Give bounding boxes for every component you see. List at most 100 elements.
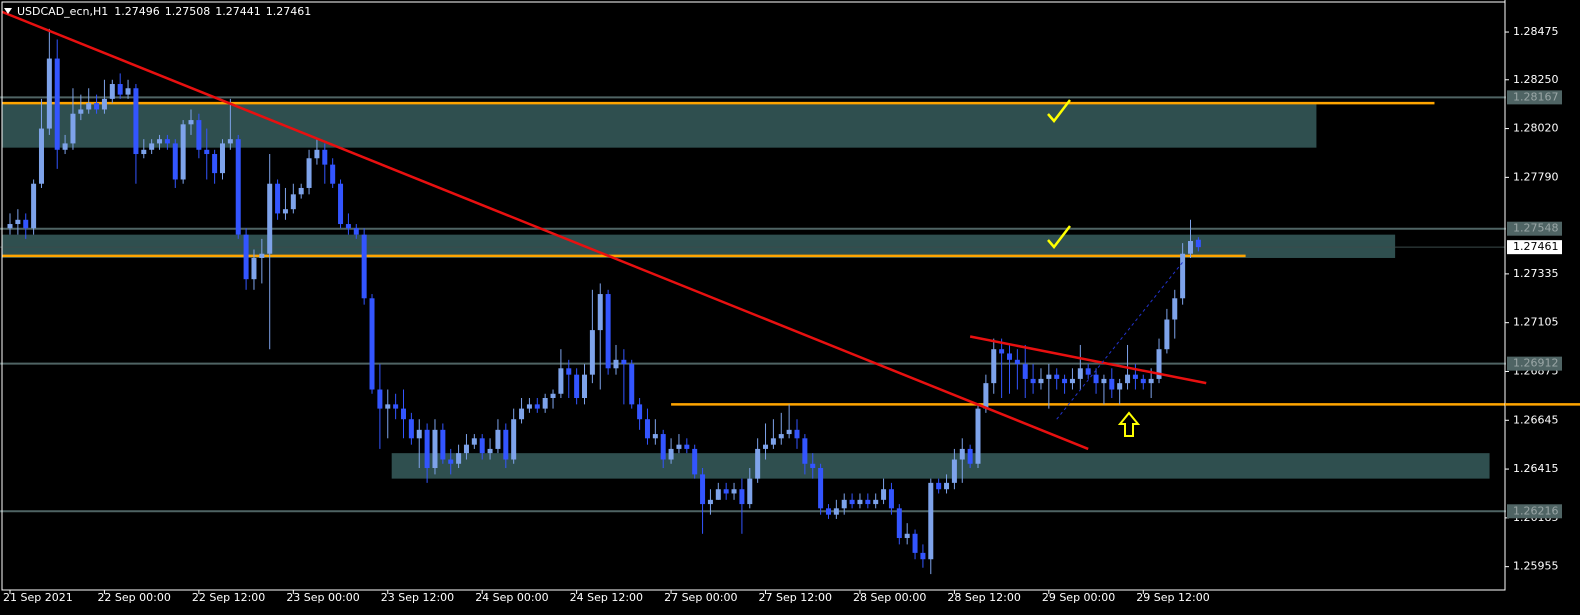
candle-body xyxy=(109,84,115,99)
candle-body xyxy=(86,103,92,110)
candle-body xyxy=(975,408,981,464)
candle-body xyxy=(951,459,957,483)
candle-body xyxy=(755,448,761,479)
y-tick-label: 1.28020 xyxy=(1513,122,1559,135)
candle-body xyxy=(629,364,635,405)
y-tick-label: 1.27790 xyxy=(1513,170,1559,183)
candle-body xyxy=(503,429,509,460)
candle-body xyxy=(495,429,501,449)
candle-body xyxy=(723,489,729,494)
level-price-label: 1.26912 xyxy=(1513,357,1559,370)
candle-body xyxy=(1188,241,1193,254)
candle-body xyxy=(345,224,351,229)
candle-body xyxy=(810,463,816,469)
candle-body xyxy=(1014,359,1020,365)
candle-body xyxy=(377,389,383,409)
candle-body xyxy=(31,183,37,229)
candle-body xyxy=(188,120,194,125)
candle-body xyxy=(542,398,548,409)
zone xyxy=(2,234,1396,258)
candle-body xyxy=(778,434,784,439)
candle-body xyxy=(558,368,564,394)
candle-body xyxy=(1172,298,1178,320)
candle-body xyxy=(267,183,273,254)
candle-body xyxy=(888,489,894,509)
candle-body xyxy=(1132,374,1138,379)
candle-body xyxy=(204,149,210,155)
candle-body xyxy=(259,253,265,258)
candle-body xyxy=(1195,239,1201,248)
candle-body xyxy=(715,489,721,500)
x-tick-label: 28 Sep 12:00 xyxy=(947,591,1020,604)
candle-body xyxy=(393,404,399,409)
candle-body xyxy=(637,404,643,420)
candle-body xyxy=(818,468,824,509)
menu-triangle[interactable] xyxy=(4,8,12,14)
candle-body xyxy=(944,482,950,490)
candle-body xyxy=(369,298,375,390)
x-tick-label: 27 Sep 00:00 xyxy=(664,591,737,604)
candle-body xyxy=(1038,378,1044,384)
candle-body xyxy=(865,499,871,505)
check-mark xyxy=(1047,225,1071,249)
candle-body xyxy=(164,139,170,144)
candle-body xyxy=(983,383,989,409)
trend-line xyxy=(969,335,1207,385)
candle-body xyxy=(157,139,163,144)
x-tick-label: 22 Sep 12:00 xyxy=(192,591,265,604)
candle-body xyxy=(196,120,202,150)
candle-body xyxy=(408,419,414,439)
candle-body xyxy=(1101,378,1107,384)
candle-body xyxy=(1164,319,1170,350)
candle-body xyxy=(857,499,863,505)
candle-body xyxy=(172,143,178,180)
candle-body xyxy=(212,154,218,174)
candle-body xyxy=(652,434,658,439)
candle-body xyxy=(432,429,438,469)
y-tick-label: 1.26645 xyxy=(1513,413,1559,426)
candle-body xyxy=(463,444,469,454)
symbol: USDCAD_ecn,H1 xyxy=(17,5,108,18)
candle-body xyxy=(243,234,249,280)
candle-body xyxy=(991,349,997,384)
candle-body xyxy=(251,257,257,280)
candle-body xyxy=(54,58,60,150)
trend-line xyxy=(1,10,1089,451)
open-price: 1.27496 xyxy=(114,5,160,18)
candle-body xyxy=(1069,378,1075,384)
candle-body xyxy=(896,508,902,539)
candle-body xyxy=(125,88,131,95)
candle-body xyxy=(999,349,1005,354)
level-price-box xyxy=(1507,90,1562,105)
y-tick-label: 1.27105 xyxy=(1513,316,1559,329)
candle-body xyxy=(424,429,430,469)
candle-body xyxy=(290,194,296,210)
candle-body xyxy=(282,209,288,214)
candle-body xyxy=(1006,353,1012,360)
candle-body xyxy=(1117,383,1123,390)
candle-body xyxy=(731,489,737,494)
candle-body xyxy=(959,448,965,460)
candle-body xyxy=(936,482,942,490)
candle-body xyxy=(298,187,304,195)
x-tick-label: 29 Sep 00:00 xyxy=(1042,591,1115,604)
candle-body xyxy=(7,224,13,229)
y-tick-label: 1.26415 xyxy=(1513,462,1559,475)
candle-body xyxy=(15,219,21,225)
plot-area xyxy=(0,10,1580,575)
candle-body xyxy=(550,393,556,399)
candle-body xyxy=(928,482,934,560)
candle-body xyxy=(613,359,619,369)
candle-body xyxy=(78,109,84,114)
candle-body xyxy=(794,429,800,439)
candle-body xyxy=(1109,378,1115,390)
candle-body xyxy=(1022,364,1028,379)
level-price-box xyxy=(1507,356,1562,371)
low-price: 1.27441 xyxy=(215,5,261,18)
candle-body xyxy=(660,434,666,460)
candle-body xyxy=(841,499,847,509)
candle-body xyxy=(1054,374,1060,379)
candle-body xyxy=(38,128,44,184)
candle-body xyxy=(605,294,611,369)
